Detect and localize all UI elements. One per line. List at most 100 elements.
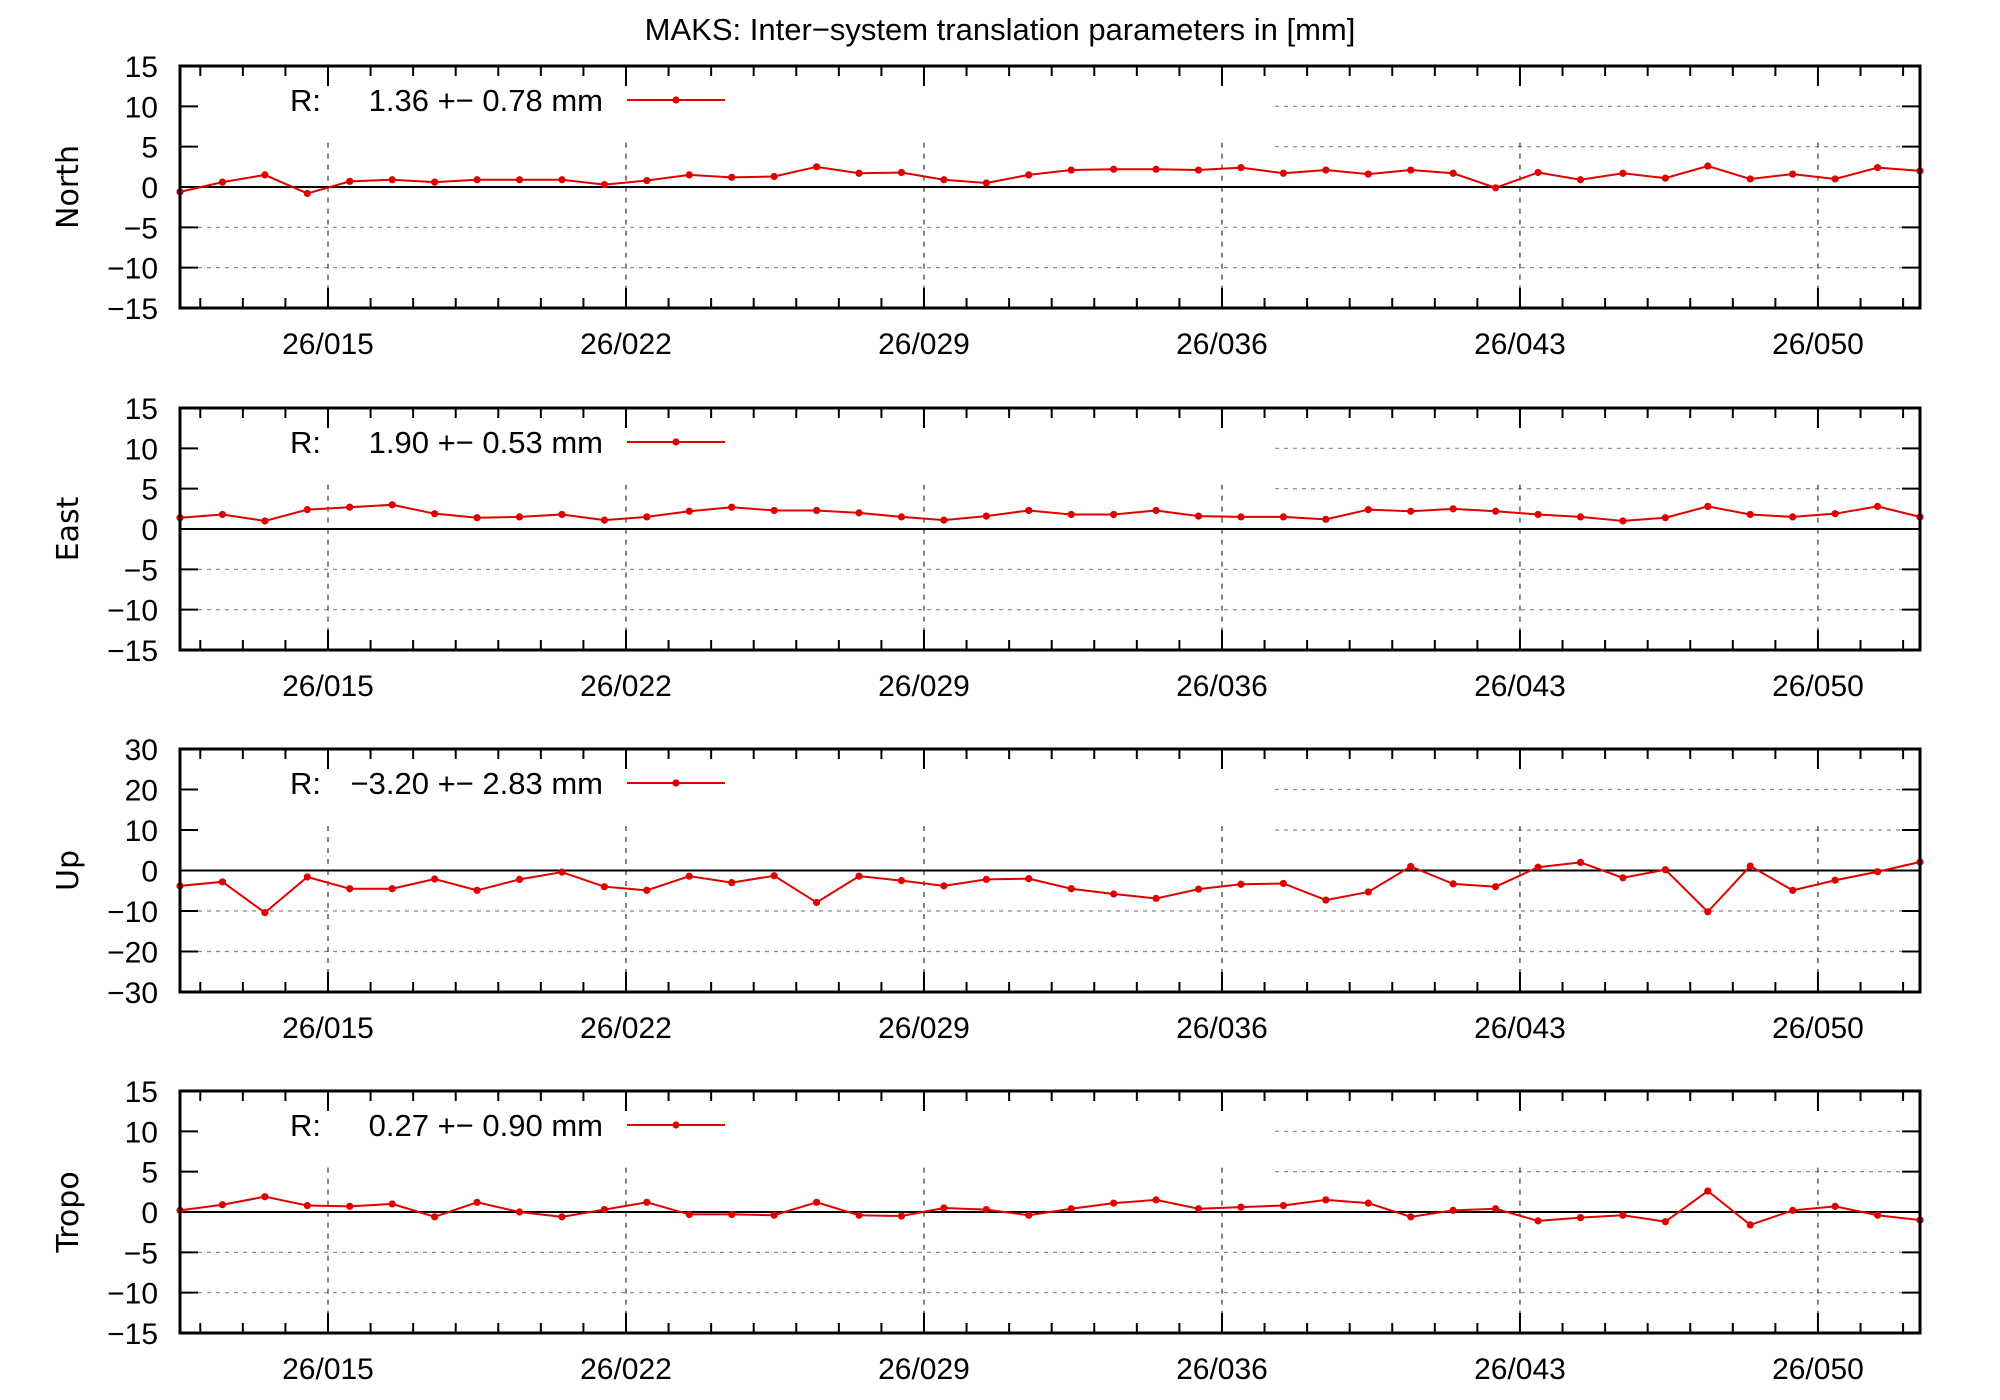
data-point <box>515 875 524 884</box>
data-point <box>770 506 778 515</box>
panel-up: −30 −20 −10 0 10 20 30 26/015 26/022 26/029 26/036… <box>51 734 1924 1045</box>
x-tick-label: 26/029 <box>878 670 970 703</box>
data-point <box>855 509 863 517</box>
data-point <box>1364 888 1372 896</box>
data-point <box>1194 1205 1203 1213</box>
data-point <box>261 1193 269 1201</box>
data-point <box>1322 515 1330 523</box>
data-point <box>558 868 566 876</box>
x-tick-label: 26/050 <box>1772 1353 1864 1386</box>
legend-prefix: R: <box>290 1108 321 1143</box>
legend-prefix: R: <box>290 766 321 801</box>
data-point <box>1746 1221 1754 1229</box>
data-point <box>1025 875 1033 883</box>
legend-value: 1.36 +− 0.78 mm <box>369 83 603 118</box>
data-point <box>1789 1206 1797 1214</box>
data-point <box>728 879 736 887</box>
data-point <box>1661 1218 1669 1226</box>
data-point <box>1110 510 1118 519</box>
y-tick-label: −10 <box>107 253 158 286</box>
panel-tropo: −15 −10 −5 0 5 10 15 26/015 26/022 26/029 26/036 26… <box>51 1076 1924 1386</box>
x-tick-label: 26/022 <box>580 328 672 361</box>
data-point <box>1322 166 1330 174</box>
data-point <box>643 513 651 521</box>
x-tick-label: 26/029 <box>878 1353 970 1386</box>
data-point <box>728 1210 736 1219</box>
panels-root: −15 −10 −5 0 5 10 15 26/015 26/022 26/029 26/036 26… <box>51 51 1924 1386</box>
legend-value: 0.27 +− 0.90 mm <box>369 1108 603 1143</box>
panel-north: −15 −10 −5 0 5 10 15 26/015 26/022 26/029 26/036 26… <box>51 51 1924 361</box>
x-tick-label: 26/036 <box>1176 1353 1268 1386</box>
x-tick-label: 26/043 <box>1474 1353 1566 1386</box>
data-point <box>1152 894 1160 903</box>
data-point <box>1279 1201 1288 1210</box>
data-point <box>770 172 778 181</box>
data-point <box>1364 170 1372 178</box>
data-point <box>473 176 481 184</box>
data-point <box>261 517 269 525</box>
x-tick-label: 26/015 <box>282 670 374 703</box>
plot-border <box>178 406 1922 652</box>
data-point <box>1364 1199 1372 1207</box>
data-point <box>982 1205 990 1214</box>
data-point <box>1831 1202 1839 1210</box>
legend-point-sample <box>672 96 680 104</box>
data-point <box>346 885 354 893</box>
data-point <box>515 513 524 521</box>
data-point <box>1364 506 1372 514</box>
data-point <box>1704 1187 1712 1195</box>
data-point <box>1449 505 1457 513</box>
data-point <box>897 877 906 885</box>
data-point <box>1279 169 1288 177</box>
data-point <box>1661 514 1669 522</box>
data-point <box>346 1202 354 1210</box>
data-point <box>303 506 311 514</box>
data-point <box>388 176 396 184</box>
data-point <box>1831 510 1839 518</box>
data-point <box>261 171 269 179</box>
data-point <box>431 510 439 518</box>
y-tick-label: −5 <box>124 1237 158 1270</box>
data-point <box>685 171 693 179</box>
data-point <box>1492 507 1500 515</box>
data-point <box>1110 890 1118 898</box>
x-tick-label: 26/015 <box>282 1353 374 1386</box>
data-point <box>1237 513 1245 521</box>
data-point <box>812 506 821 515</box>
y-tick-label: 5 <box>141 474 158 507</box>
data-point <box>1449 169 1457 177</box>
x-tick-label: 26/050 <box>1772 1012 1864 1045</box>
legend-point-sample <box>672 438 680 446</box>
series-line <box>179 164 1921 195</box>
data-point <box>600 1205 608 1214</box>
data-point <box>1746 862 1754 870</box>
data-point <box>1873 502 1882 511</box>
data-point <box>643 176 651 185</box>
data-point <box>728 503 736 511</box>
plot-border <box>178 747 1922 994</box>
data-point <box>515 176 524 184</box>
data-point <box>1619 517 1627 525</box>
data-point <box>431 1213 439 1221</box>
data-point <box>1110 1199 1118 1207</box>
y-tick-label: −15 <box>107 1318 158 1351</box>
data-point <box>558 510 566 519</box>
data-point <box>1534 863 1542 871</box>
data-point <box>1704 908 1712 916</box>
data-point <box>1152 506 1160 515</box>
y-axis-label: Tropo <box>51 1171 86 1253</box>
data-point <box>1152 165 1160 173</box>
data-point <box>218 1201 227 1209</box>
data-point <box>1322 1196 1330 1204</box>
data-point <box>1619 169 1627 177</box>
data-point <box>982 512 990 520</box>
data-point <box>388 501 396 509</box>
y-tick-label: 5 <box>141 132 158 165</box>
data-point <box>431 875 439 883</box>
y-tick-label: −30 <box>107 977 158 1010</box>
data-point <box>1619 874 1627 882</box>
data-point <box>940 1204 948 1212</box>
data-point <box>1746 510 1754 519</box>
y-tick-label: −10 <box>107 1278 158 1311</box>
data-point <box>1279 513 1288 521</box>
